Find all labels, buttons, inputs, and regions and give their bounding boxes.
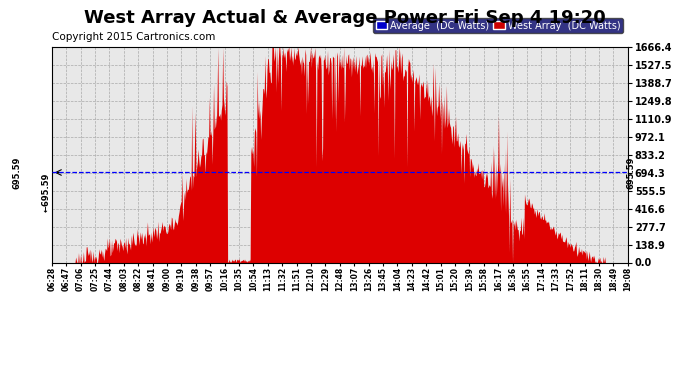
Legend: Average  (DC Watts), West Array  (DC Watts): Average (DC Watts), West Array (DC Watts… <box>373 18 623 33</box>
Text: ←695.59: ←695.59 <box>41 172 50 212</box>
Text: West Array Actual & Average Power Fri Sep 4 19:20: West Array Actual & Average Power Fri Se… <box>84 9 606 27</box>
Text: 695.59: 695.59 <box>12 156 22 189</box>
Text: Copyright 2015 Cartronics.com: Copyright 2015 Cartronics.com <box>52 32 215 42</box>
Text: 695.59: 695.59 <box>627 156 636 189</box>
